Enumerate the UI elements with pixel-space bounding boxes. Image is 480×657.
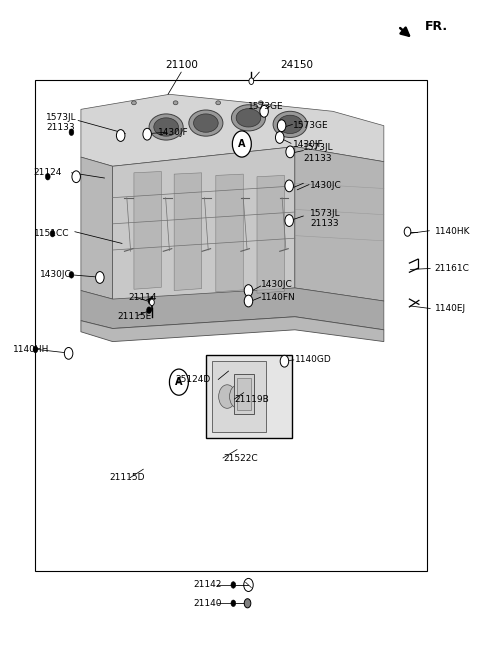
Polygon shape xyxy=(134,171,161,289)
Ellipse shape xyxy=(132,101,136,104)
Polygon shape xyxy=(295,147,384,301)
Text: 1573GE: 1573GE xyxy=(248,102,283,110)
Circle shape xyxy=(277,120,286,131)
Text: 21142: 21142 xyxy=(193,580,221,589)
Text: 1573GE: 1573GE xyxy=(292,121,328,130)
Circle shape xyxy=(147,307,151,313)
Text: 1140EJ: 1140EJ xyxy=(434,304,466,313)
Circle shape xyxy=(150,299,154,306)
Circle shape xyxy=(286,146,294,158)
Text: 24150: 24150 xyxy=(281,60,313,70)
Ellipse shape xyxy=(258,101,263,104)
Circle shape xyxy=(96,271,104,283)
Circle shape xyxy=(285,180,293,192)
Polygon shape xyxy=(81,157,113,299)
Circle shape xyxy=(169,369,188,396)
Ellipse shape xyxy=(154,118,179,136)
Circle shape xyxy=(64,348,73,359)
Circle shape xyxy=(229,385,247,408)
Ellipse shape xyxy=(189,110,223,136)
Text: 1430JC: 1430JC xyxy=(310,181,342,191)
Text: 25124D: 25124D xyxy=(176,375,211,384)
Circle shape xyxy=(117,129,125,141)
Text: A: A xyxy=(238,139,246,149)
Text: 21119B: 21119B xyxy=(234,395,269,403)
Circle shape xyxy=(46,173,50,180)
Circle shape xyxy=(404,227,411,237)
Circle shape xyxy=(276,131,284,143)
Text: 21522C: 21522C xyxy=(223,453,258,463)
Circle shape xyxy=(219,385,236,408)
Polygon shape xyxy=(81,95,384,166)
Text: 1140HH: 1140HH xyxy=(13,345,49,354)
Circle shape xyxy=(244,295,253,307)
Polygon shape xyxy=(81,288,384,330)
Bar xyxy=(237,378,252,409)
Text: A: A xyxy=(175,377,183,387)
Circle shape xyxy=(72,171,81,183)
Text: 1573JL
21133: 1573JL 21133 xyxy=(303,143,334,163)
Circle shape xyxy=(69,271,74,278)
Bar xyxy=(206,355,292,438)
Circle shape xyxy=(148,298,153,304)
Text: 1430JF: 1430JF xyxy=(157,127,188,137)
Circle shape xyxy=(33,346,38,353)
Polygon shape xyxy=(174,173,202,290)
Text: 1430JC: 1430JC xyxy=(40,270,72,279)
Circle shape xyxy=(285,215,293,227)
Text: 1140HK: 1140HK xyxy=(434,227,470,236)
Text: 1151CC: 1151CC xyxy=(34,229,69,238)
Circle shape xyxy=(260,105,268,117)
Bar xyxy=(234,374,254,413)
Text: FR.: FR. xyxy=(425,20,448,33)
Text: 21115D: 21115D xyxy=(109,473,145,482)
Circle shape xyxy=(143,128,151,140)
Text: 1140FN: 1140FN xyxy=(261,292,296,302)
Circle shape xyxy=(50,231,55,237)
Circle shape xyxy=(231,600,236,606)
Circle shape xyxy=(249,78,254,85)
Circle shape xyxy=(232,131,252,157)
Circle shape xyxy=(69,129,74,135)
Text: 1573JL
21133: 1573JL 21133 xyxy=(47,113,77,132)
Text: 21140: 21140 xyxy=(193,599,222,608)
Bar xyxy=(212,361,266,432)
Text: 21161C: 21161C xyxy=(434,264,469,273)
Circle shape xyxy=(244,599,251,608)
Text: 1430JC: 1430JC xyxy=(261,279,292,288)
Text: 1430JF: 1430JF xyxy=(292,139,323,148)
Circle shape xyxy=(280,355,288,367)
Ellipse shape xyxy=(278,115,302,133)
Bar xyxy=(35,80,427,570)
Text: 21124: 21124 xyxy=(34,168,62,177)
Text: 21115E: 21115E xyxy=(117,312,152,321)
Ellipse shape xyxy=(216,101,220,104)
Text: 1140GD: 1140GD xyxy=(295,355,332,365)
Ellipse shape xyxy=(231,104,265,131)
Ellipse shape xyxy=(236,108,261,127)
Polygon shape xyxy=(81,317,384,342)
Ellipse shape xyxy=(149,114,183,140)
Polygon shape xyxy=(257,175,285,293)
Ellipse shape xyxy=(273,111,307,137)
Ellipse shape xyxy=(193,114,218,132)
Text: 21100: 21100 xyxy=(165,60,198,70)
Circle shape xyxy=(231,581,236,588)
Ellipse shape xyxy=(173,101,178,104)
Circle shape xyxy=(244,284,253,296)
Text: 1573JL
21133: 1573JL 21133 xyxy=(310,209,341,228)
Polygon shape xyxy=(216,174,243,292)
Polygon shape xyxy=(113,147,295,306)
Text: 21114: 21114 xyxy=(128,292,157,302)
